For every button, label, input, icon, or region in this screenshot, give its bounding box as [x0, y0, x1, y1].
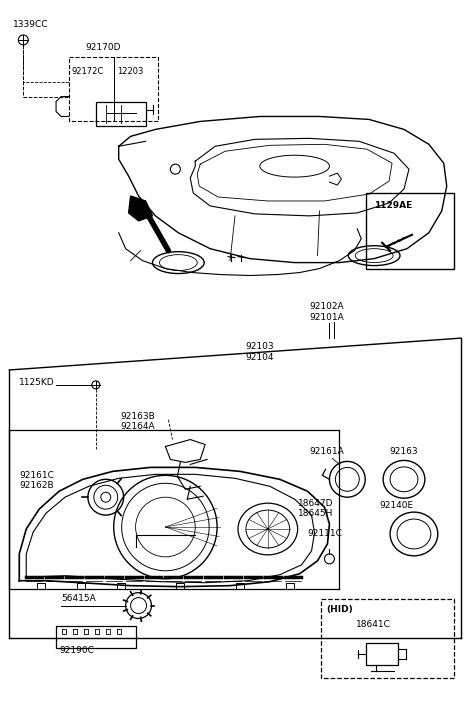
Text: 92104: 92104: [245, 353, 273, 362]
Text: 92103: 92103: [245, 342, 273, 351]
Text: 92190C: 92190C: [59, 646, 94, 655]
Text: 18641C: 18641C: [356, 620, 391, 630]
Bar: [321, 598, 454, 678]
Text: 92140E: 92140E: [379, 501, 413, 510]
Polygon shape: [129, 196, 152, 221]
Text: 1125KD: 1125KD: [19, 378, 55, 387]
Text: 18647D: 18647D: [298, 499, 333, 508]
Text: 92111C: 92111C: [308, 529, 342, 538]
Text: 12203: 12203: [117, 67, 143, 76]
Text: 92163B: 92163B: [121, 411, 155, 421]
Text: 92102A: 92102A: [310, 302, 344, 311]
Text: 92163: 92163: [389, 448, 418, 457]
Text: 92161C: 92161C: [19, 471, 54, 481]
Bar: [69, 57, 159, 121]
Text: 1339CC: 1339CC: [13, 20, 49, 29]
Text: 92164A: 92164A: [121, 422, 155, 430]
Text: 92162B: 92162B: [19, 481, 54, 490]
Bar: [56, 627, 136, 648]
Text: (HID): (HID): [326, 605, 353, 614]
Text: 92161A: 92161A: [310, 448, 344, 457]
Text: 92170D: 92170D: [85, 43, 121, 52]
Bar: [366, 193, 454, 268]
Text: 18645H: 18645H: [298, 509, 333, 518]
Text: 92101A: 92101A: [310, 313, 344, 322]
Bar: [96, 102, 145, 126]
Text: 56415A: 56415A: [61, 594, 96, 603]
Text: 92172C: 92172C: [72, 67, 104, 76]
Bar: [366, 643, 398, 665]
Text: 1129AE: 1129AE: [374, 201, 412, 210]
